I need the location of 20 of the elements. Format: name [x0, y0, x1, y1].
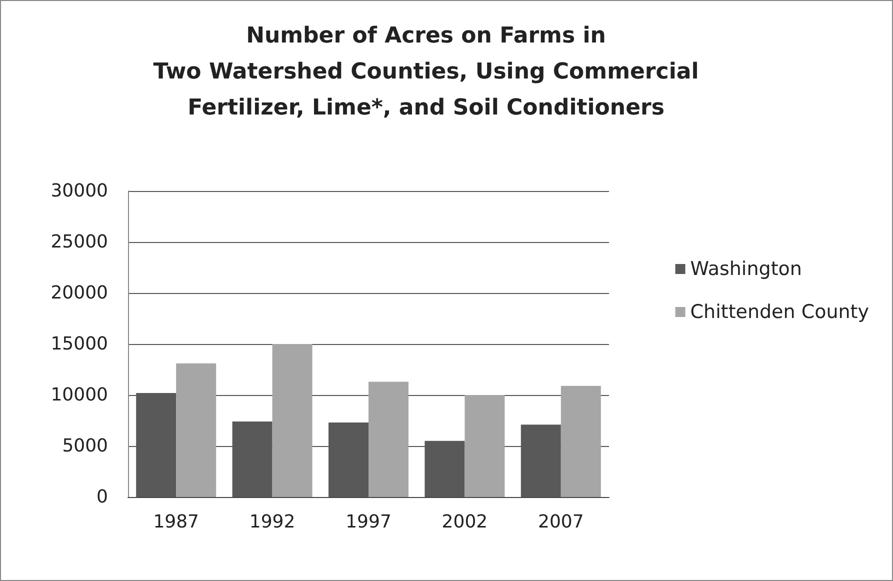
- y-tick-label: 0: [96, 486, 108, 508]
- chart-title: Number of Acres on Farms in Two Watershed Counties, Using Commercial Fertilizer, Lime*, and Soil Conditioners: [153, 24, 699, 120]
- y-tick-label: 30000: [50, 180, 108, 202]
- x-tick-label: 2007: [538, 512, 584, 532]
- bar: [560, 386, 601, 497]
- y-tick-label: 20000: [50, 282, 108, 304]
- bar: [464, 395, 505, 497]
- y-tick-label: 5000: [62, 436, 108, 456]
- x-tick-label: 2002: [442, 512, 488, 532]
- bar: [272, 344, 312, 497]
- legend-label: Washington: [690, 258, 802, 280]
- bar: [368, 382, 408, 497]
- x-tick-label: 1987: [153, 512, 200, 532]
- legend-label: Chittenden County: [690, 301, 869, 323]
- y-tick-label: 15000: [50, 334, 108, 354]
- x-tick-label: 1997: [346, 512, 392, 532]
- x-tick-label: 1992: [249, 512, 296, 532]
- bar: [176, 363, 216, 497]
- y-tick-label: 10000: [50, 384, 108, 406]
- y-tick-label: 25000: [50, 232, 108, 252]
